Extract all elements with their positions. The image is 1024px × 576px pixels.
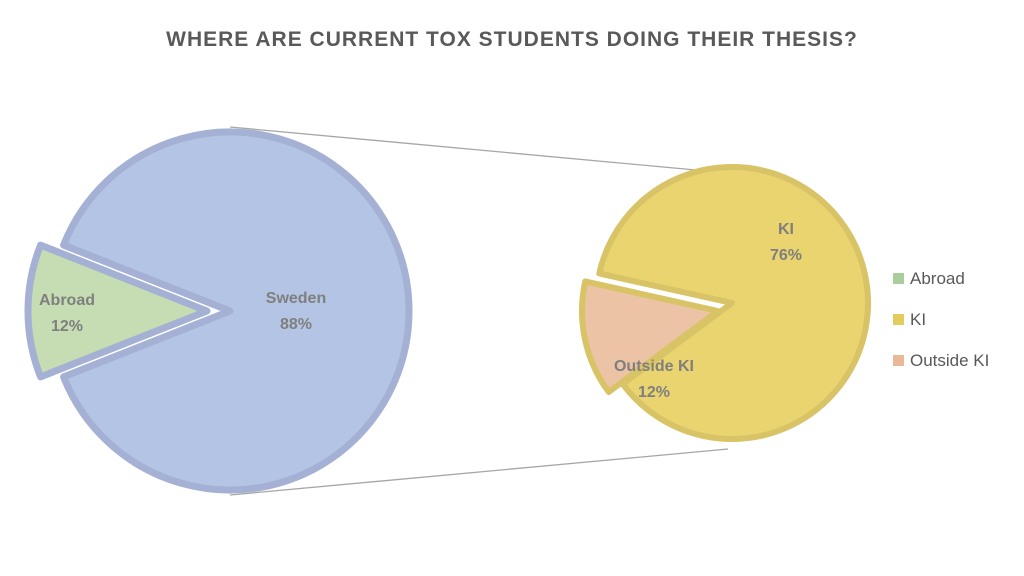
pie-slice-ki xyxy=(596,164,871,442)
secondary-pie xyxy=(579,164,871,442)
chart-title: WHERE ARE CURRENT TOX STUDENTS DOING THE… xyxy=(166,28,858,51)
slice-labels: Sweden 88% Abroad 12% KI 76% Outside KI 12% xyxy=(39,221,802,401)
connector-lines xyxy=(229,126,729,496)
legend-label-ki: KI xyxy=(910,309,927,329)
legend-label-outside-ki: Outside KI xyxy=(910,350,990,370)
legend-item-ki: KI xyxy=(893,299,989,340)
data-label-value-ki: 76% xyxy=(770,247,802,264)
data-label-sweden: Sweden xyxy=(266,290,326,307)
legend: Abroad KI Outside KI xyxy=(893,258,989,381)
data-label-value-sweden: 88% xyxy=(280,316,312,333)
legend-item-abroad: Abroad xyxy=(893,258,989,299)
data-label-abroad: Abroad xyxy=(39,292,95,309)
legend-label-abroad: Abroad xyxy=(910,268,965,288)
legend-swatch-abroad xyxy=(893,273,904,284)
legend-swatch-outside-ki xyxy=(893,355,904,366)
legend-item-outside-ki: Outside KI xyxy=(893,340,989,381)
pie-slice-sweden xyxy=(60,128,413,494)
data-label-value-outside-ki: 12% xyxy=(638,384,670,401)
connector-line-bottom xyxy=(229,448,729,496)
primary-pie xyxy=(24,128,413,494)
pie-slice-abroad xyxy=(24,241,211,381)
data-label-outside-ki: Outside KI xyxy=(614,358,694,375)
pie-slice-outside-ki xyxy=(579,278,721,395)
connector-line-top xyxy=(229,126,729,174)
data-label-ki: KI xyxy=(778,221,794,238)
legend-swatch-ki xyxy=(893,314,904,325)
data-label-value-abroad: 12% xyxy=(51,318,83,335)
